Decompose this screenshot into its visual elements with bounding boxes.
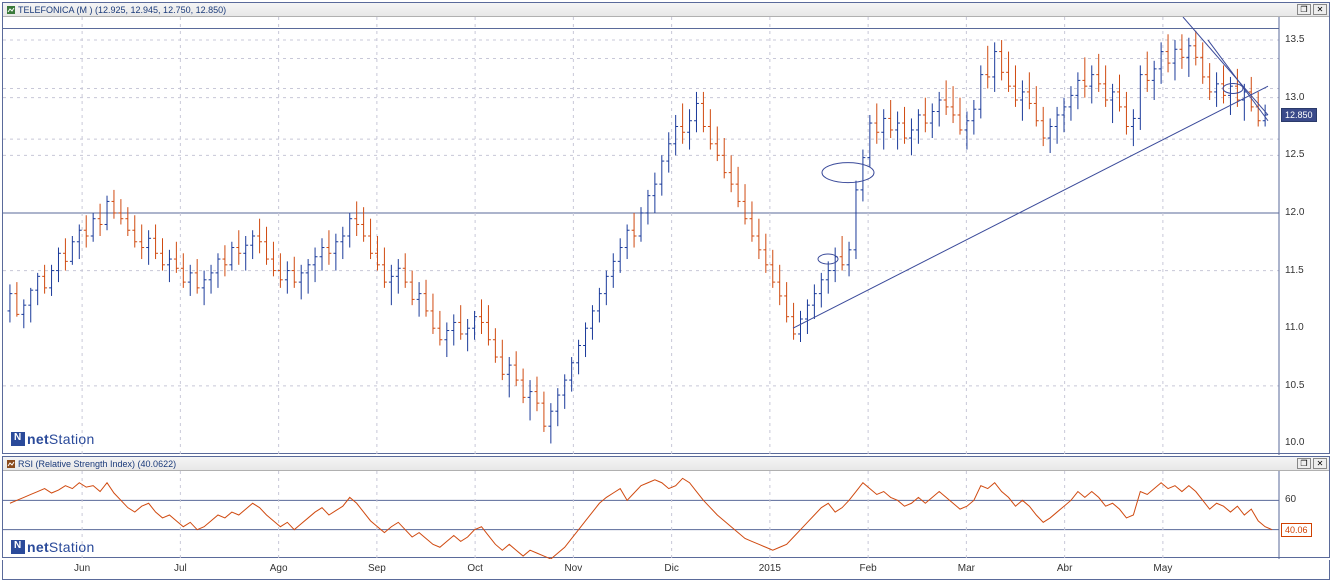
time-axis-label: Dic xyxy=(664,563,678,574)
time-axis-label: May xyxy=(1153,563,1172,574)
panel-icon xyxy=(7,460,15,468)
time-axis-label: Jun xyxy=(74,563,90,574)
panel-icon xyxy=(7,6,15,14)
time-axis-label: Jul xyxy=(174,563,187,574)
time-axis-label: 2015 xyxy=(759,563,781,574)
current-price-flag: 12.850 xyxy=(1281,108,1317,122)
time-axis-label: Abr xyxy=(1057,563,1073,574)
time-axis-label: Mar xyxy=(958,563,975,574)
price-chart-body[interactable]: netStation 10.010.511.011.512.012.513.01… xyxy=(3,17,1329,455)
price-panel-titlebar: TELEFONICA (M ) (12.925, 12.945, 12.750,… xyxy=(3,3,1329,17)
time-axis: Jun Jul Ago Sep Oct Nov Dic 2015 Feb Mar Abr May xyxy=(3,560,1329,579)
time-axis-label: Nov xyxy=(564,563,582,574)
rsi-panel-title: RSI (Relative Strength Index) (40.0622) xyxy=(18,459,176,469)
time-axis-label: Sep xyxy=(368,563,386,574)
restore-button[interactable]: ❐ xyxy=(1297,4,1311,15)
time-axis-label: Oct xyxy=(467,563,483,574)
rsi-chart-body[interactable]: netStation 4060 40.06 xyxy=(3,471,1329,559)
time-axis-label: Ago xyxy=(270,563,288,574)
time-axis-label: Feb xyxy=(860,563,877,574)
time-axis-panel: Jun Jul Ago Sep Oct Nov Dic 2015 Feb Mar Abr May xyxy=(2,560,1330,580)
price-panel-title: TELEFONICA (M ) (12.925, 12.945, 12.750,… xyxy=(18,5,226,15)
restore-button[interactable]: ❐ xyxy=(1297,458,1311,469)
current-rsi-flag: 40.06 xyxy=(1281,523,1312,537)
price-chart-panel: TELEFONICA (M ) (12.925, 12.945, 12.750,… xyxy=(2,2,1330,454)
close-button[interactable]: ✕ xyxy=(1313,4,1327,15)
close-button[interactable]: ✕ xyxy=(1313,458,1327,469)
rsi-chart-panel: RSI (Relative Strength Index) (40.0622) … xyxy=(2,456,1330,558)
rsi-panel-titlebar: RSI (Relative Strength Index) (40.0622) … xyxy=(3,457,1329,471)
